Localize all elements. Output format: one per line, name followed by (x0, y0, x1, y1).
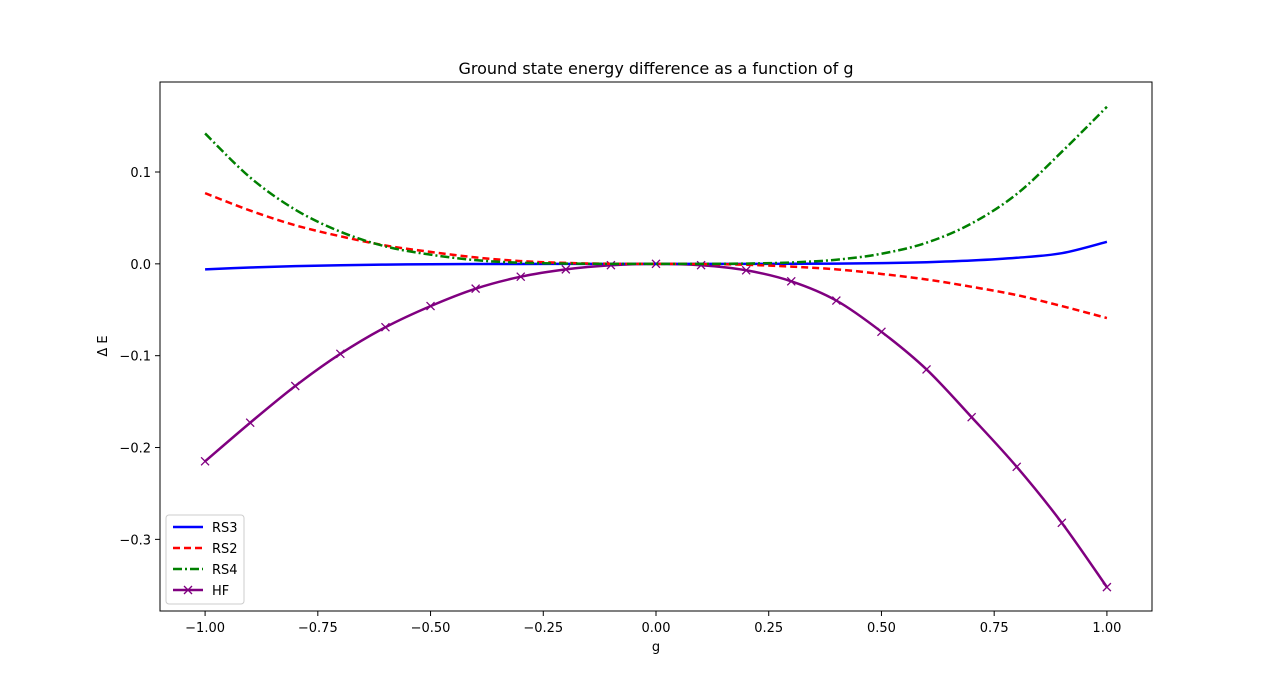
series-marker-hf (561, 264, 571, 274)
y-tick-label: −0.2 (119, 442, 151, 457)
series-marker-hf (335, 349, 345, 359)
y-tick-label: 0.1 (130, 166, 151, 181)
x-tick-label: 0.00 (642, 621, 671, 636)
x-tick-label: −0.75 (298, 621, 338, 636)
legend-label-rs4: RS4 (212, 563, 238, 578)
legend-label-rs3: RS3 (212, 521, 238, 536)
x-axis-label: g (652, 640, 660, 655)
series-marker-hf (245, 418, 255, 428)
series-marker-hf (200, 456, 210, 466)
x-tick-label: 0.25 (754, 621, 783, 636)
series-marker-hf (741, 265, 751, 275)
plot-frame (159, 81, 1153, 612)
series-marker-hf (1102, 582, 1112, 592)
y-tick-label: −0.1 (119, 350, 151, 365)
series-line-rs3 (205, 240, 1108, 271)
series-marker-hf (831, 296, 841, 306)
series-marker-hf (696, 260, 706, 270)
y-tick-label: −0.3 (119, 533, 151, 548)
series-marker-hf (426, 301, 436, 311)
y-axis: 0.1 0.0 −0.1 −0.2 −0.3 (119, 166, 160, 548)
y-axis-label: Δ E (96, 335, 111, 356)
legend-items: RS3 RS2 RS4 HF (173, 521, 238, 599)
series-marker-hf (1057, 518, 1067, 528)
legend-box (165, 514, 245, 605)
series-marker-hf (786, 276, 796, 286)
x-tick-label: 0.75 (980, 621, 1009, 636)
series-marker-hf (922, 365, 932, 374)
legend-label-rs2: RS2 (212, 542, 238, 557)
series-marker-hf (471, 284, 481, 294)
x-tick-label: −0.25 (523, 621, 563, 636)
legend-marker-hf (183, 585, 193, 595)
chart-title: Ground state energy difference as a func… (458, 59, 853, 78)
series-line-rs4 (204, 105, 1108, 266)
x-tick-label: 1.00 (1092, 621, 1121, 636)
y-tick-label: 0.0 (130, 258, 151, 273)
plot-area (159, 81, 1153, 612)
legend: RS3 RS2 RS4 HF (165, 514, 245, 605)
series-marker-hf (290, 381, 300, 391)
series-marker-hf (876, 327, 886, 337)
series-marker-hf (967, 412, 977, 422)
x-axis: −1.00 −0.75 −0.50 −0.25 0.00 0.25 0.50 0.75 1.00 (185, 611, 1121, 636)
legend-label-hf: HF (212, 584, 229, 599)
x-tick-label: −0.50 (411, 621, 451, 636)
series-marker-hf (380, 322, 390, 332)
series-layer (200, 105, 1112, 592)
series-line-rs2 (204, 191, 1108, 320)
x-tick-label: −1.00 (185, 621, 225, 636)
series-marker-hf (1012, 462, 1022, 472)
series-marker-hf (516, 272, 526, 282)
x-tick-label: 0.50 (867, 621, 896, 636)
